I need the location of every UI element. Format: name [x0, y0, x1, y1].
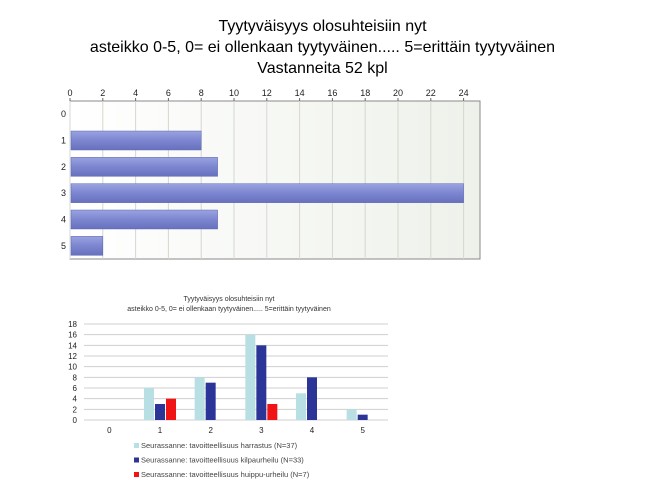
chart1-x-tick-label: 18: [360, 88, 370, 98]
chart2-bar-series-1: [194, 377, 205, 420]
chart1-y-tick-label: 4: [61, 215, 66, 225]
chart1-x-tick-label: 4: [133, 88, 138, 98]
chart2-legend-swatch: [134, 457, 139, 463]
chart1-x-tick-label: 8: [199, 88, 204, 98]
chart1-bar: [70, 183, 464, 203]
chart1-title: Tyytyväisyys olosuhteisiin nyt asteikko …: [0, 16, 645, 79]
chart2-y-tick-label: 8: [73, 373, 78, 382]
chart1-bar: [70, 157, 218, 177]
chart2-bar-series-3: [267, 404, 278, 420]
chart2-y-tick-label: 10: [68, 363, 77, 372]
chart2-x-tick-label: 5: [360, 426, 365, 435]
chart1-plot-area: [69, 100, 481, 260]
chart2-y-tick-label: 18: [68, 320, 77, 329]
chart1-x-tick-label: 6: [166, 88, 171, 98]
chart1-x-tick-label: 2: [100, 88, 105, 98]
chart1-y-tick-label: 5: [61, 241, 66, 251]
chart2-y-tick-label: 6: [73, 384, 78, 393]
chart2-x-tick-label: 1: [158, 426, 163, 435]
chart2-y-tick-label: 14: [68, 341, 77, 350]
chart2-x-tick-label: 3: [259, 426, 264, 435]
chart2-title-line-1: Tyytyväisyys olosuhteisiin nyt: [183, 296, 274, 303]
chart2-legend-swatch: [134, 472, 139, 477]
chart1-x-tick-label: 24: [459, 88, 469, 98]
chart1-x-tick-label: 16: [327, 88, 337, 98]
chart1-bar: [70, 130, 202, 151]
chart2-legend-label: Seurassanne: tavoitteellisuus huippu-urh…: [141, 470, 310, 479]
chart2-title-line-2: asteikko 0-5, 0= ei ollenkaan tyytyväine…: [127, 306, 331, 313]
chart2-bar-series-2: [256, 345, 267, 420]
chart1-title-line-3: Vastanneita 52 kpl: [257, 60, 388, 77]
chart2-legend-label: Seurassanne: tavoitteellisuus harrastus …: [141, 441, 298, 450]
chart2-bar-series-2: [357, 414, 368, 420]
chart2-bar-series-1: [296, 393, 306, 420]
chart2-bar-series-2: [307, 377, 317, 420]
chart2-y-tick-label: 0: [73, 416, 78, 425]
chart2-bar-series-2: [205, 382, 216, 420]
chart1-x-tick-label: 22: [426, 88, 436, 98]
chart2-bar-series-1: [346, 409, 357, 420]
chart2-y-tick-label: 4: [73, 395, 78, 404]
chart2-legend-swatch: [134, 443, 139, 448]
chart1-y-tick-label: 3: [61, 188, 66, 198]
chart2-legend-label: Seurassanne: tavoitteellisuus kilpaurhei…: [141, 456, 304, 465]
chart2-x-tick-label: 4: [310, 426, 315, 435]
chart2-bar-series-3: [166, 398, 176, 420]
chart2-x-tick-label: 0: [107, 426, 112, 435]
chart1-y-tick-label: 1: [61, 136, 66, 146]
chart1-bar: [70, 236, 104, 256]
chart2-bar-series-2: [155, 404, 165, 420]
chart1-x-tick-label: 12: [262, 88, 272, 98]
chart2-bar-series-1: [245, 334, 256, 420]
chart1-y-tick-label: 0: [61, 109, 66, 119]
chart1-y-tick-label: 2: [61, 162, 66, 172]
chart1-x-tick-label: 20: [393, 88, 403, 98]
chart1-x-tick-label: 10: [229, 88, 239, 98]
chart2-y-tick-label: 16: [68, 331, 77, 340]
chart1-x-tick-label: 14: [295, 88, 305, 98]
chart2-y-tick-label: 2: [73, 405, 78, 414]
chart2-x-tick-label: 2: [208, 426, 213, 435]
chart2-bar-series-1: [144, 388, 154, 420]
chart1-bar: [70, 209, 218, 230]
chart2-y-tick-label: 12: [68, 352, 77, 361]
chart1-title-line-2: asteikko 0-5, 0= ei ollenkaan tyytyväine…: [89, 39, 556, 56]
chart1-title-line-1: Tyytyväisyys olosuhteisiin nyt: [218, 18, 427, 35]
chart1-x-tick-label: 0: [67, 88, 72, 98]
